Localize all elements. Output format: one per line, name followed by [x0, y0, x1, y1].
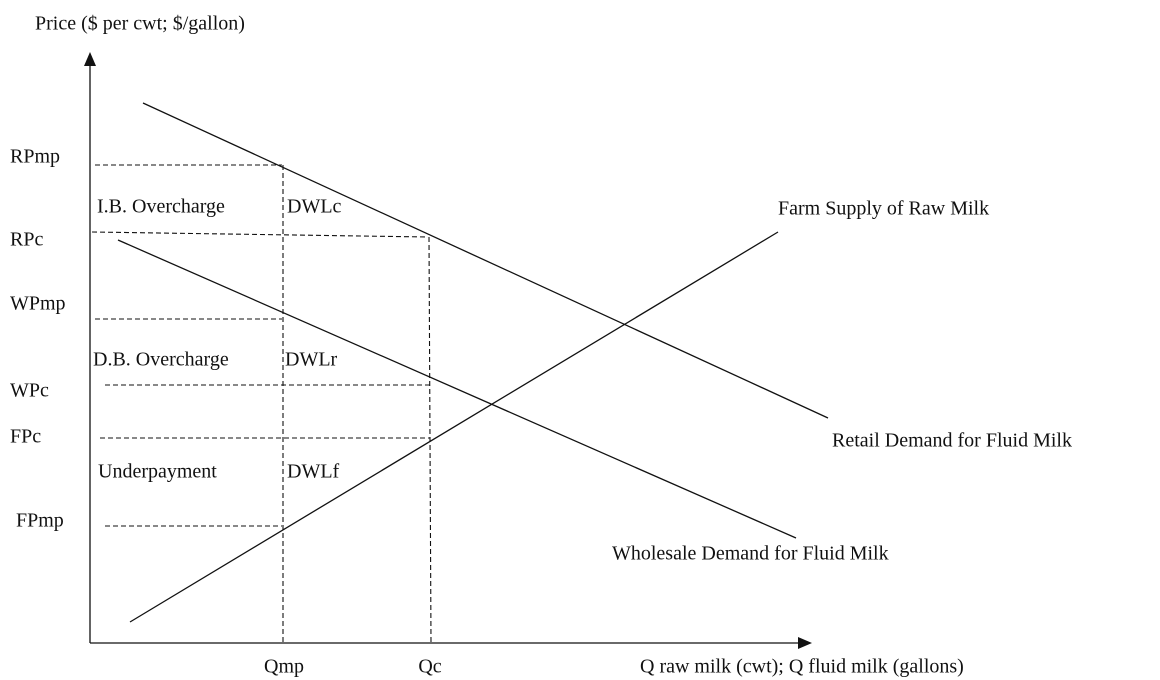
price-label: WPc — [10, 380, 49, 402]
region-label: Underpayment — [98, 461, 217, 483]
retail-demand-curve — [142, 102, 829, 419]
region-label: DWLc — [287, 196, 342, 218]
region-label: DWLf — [287, 461, 340, 483]
y-axis-label: Price ($ per cwt; $/gallon) — [35, 13, 245, 35]
price-label: RPc — [10, 229, 43, 251]
price-label: FPmp — [16, 510, 64, 532]
x-axis-arrow — [798, 637, 812, 649]
region-label: DWLr — [285, 349, 338, 371]
curve-label: Retail Demand for Fluid Milk — [832, 430, 1072, 452]
region-label: I.B. Overcharge — [97, 196, 225, 218]
dashed-guide — [91, 231, 429, 238]
quantity-label: Qmp — [264, 656, 304, 678]
x-axis-label: Q raw milk (cwt); Q fluid milk (gallons) — [640, 656, 964, 678]
dashed-guide — [428, 236, 432, 644]
quantity-label: Qc — [418, 656, 441, 678]
y-axis-arrow — [84, 52, 96, 66]
price-label: RPmp — [10, 146, 60, 168]
wholesale-demand-curve — [117, 239, 797, 539]
supply-curve — [129, 231, 779, 623]
curve-label: Wholesale Demand for Fluid Milk — [612, 543, 889, 565]
region-label: D.B. Overcharge — [93, 349, 229, 371]
curve-label: Farm Supply of Raw Milk — [778, 198, 989, 220]
price-label: WPmp — [10, 293, 66, 315]
price-label: FPc — [10, 426, 41, 448]
